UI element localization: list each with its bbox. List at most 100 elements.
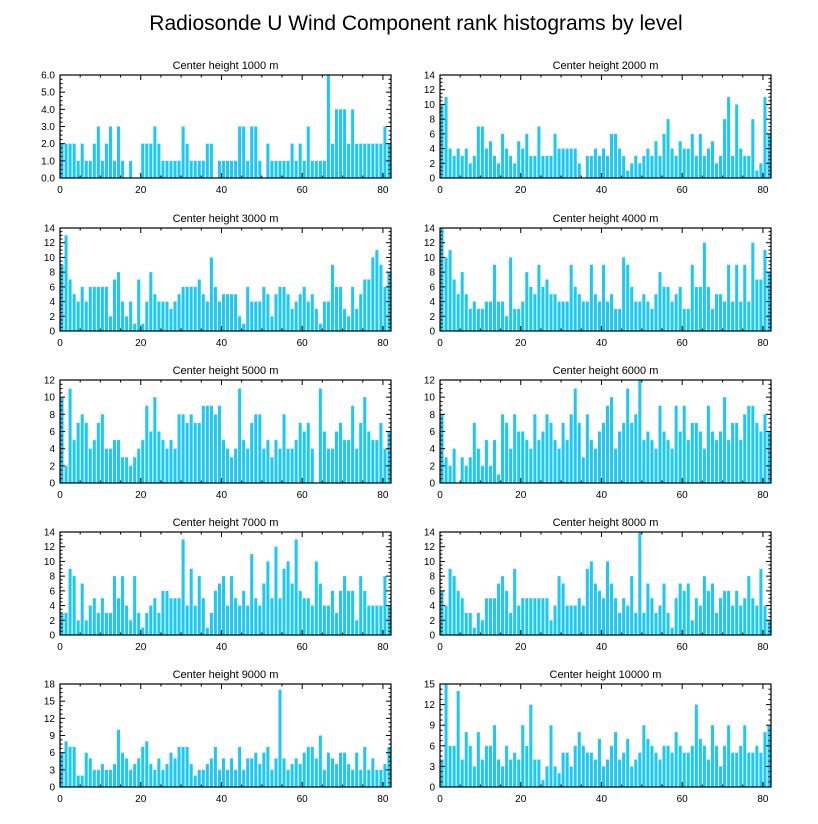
- bar: [702, 448, 706, 483]
- bar: [197, 576, 201, 635]
- bar: [472, 301, 476, 331]
- x-tick-label: 80: [377, 185, 389, 196]
- bar: [383, 764, 387, 787]
- bar: [250, 758, 254, 787]
- bar: [84, 620, 88, 635]
- bar: [209, 405, 213, 483]
- bar: [96, 612, 100, 635]
- y-tick-label: 2: [429, 312, 435, 323]
- bar: [125, 605, 129, 635]
- bar: [626, 605, 630, 635]
- bar: [278, 160, 282, 178]
- bar: [157, 431, 161, 483]
- bar: [517, 605, 521, 635]
- bar: [654, 448, 658, 483]
- bar: [666, 612, 670, 635]
- bar: [383, 286, 387, 331]
- bar: [698, 431, 702, 483]
- bar: [302, 598, 306, 635]
- bar: [100, 160, 104, 178]
- bar: [448, 148, 452, 178]
- bar: [367, 605, 371, 635]
- y-tick-label: 4: [49, 297, 55, 308]
- bar: [68, 568, 72, 635]
- bar: [286, 448, 290, 483]
- bar: [262, 286, 266, 331]
- bar: [513, 414, 517, 483]
- bar: [371, 605, 375, 635]
- bar: [541, 155, 545, 178]
- bar: [108, 612, 112, 635]
- bar: [492, 264, 497, 331]
- bar: [351, 590, 355, 635]
- y-tick-label: 10: [424, 253, 436, 264]
- bar: [694, 704, 698, 787]
- bar: [173, 598, 177, 635]
- bar: [238, 126, 242, 178]
- bar: [343, 440, 347, 483]
- bar: [714, 440, 719, 483]
- bar: [68, 279, 72, 331]
- bar: [702, 576, 706, 635]
- bar: [213, 746, 217, 787]
- bar: [727, 97, 731, 178]
- bar: [226, 160, 230, 178]
- bar: [129, 769, 133, 787]
- panel-title: Center height 2000 m: [553, 60, 659, 72]
- bar: [217, 160, 221, 178]
- bar: [197, 279, 201, 331]
- bar: [593, 148, 597, 178]
- y-tick-label: 2: [49, 312, 55, 323]
- bar: [719, 431, 723, 483]
- bar: [201, 294, 205, 331]
- bar: [529, 704, 533, 787]
- bar: [234, 598, 238, 635]
- bar: [690, 422, 694, 483]
- histogram-panel-1: Center height 1000 m 0.0 1.0 2.0 3.0 4.0 5.0 6.…: [41, 60, 392, 196]
- bar: [339, 422, 343, 483]
- bar: [759, 279, 763, 331]
- bar: [80, 775, 84, 787]
- bar: [702, 242, 706, 331]
- bar: [533, 759, 537, 787]
- bar: [557, 148, 561, 178]
- bar: [686, 308, 690, 331]
- bar: [723, 397, 727, 483]
- bar: [334, 612, 339, 635]
- bar: [614, 133, 618, 178]
- bar: [355, 308, 359, 331]
- x-tick-label: 60: [297, 794, 309, 805]
- y-tick-label: 6: [429, 129, 435, 140]
- bar: [714, 163, 719, 178]
- bar: [497, 163, 501, 178]
- bar: [294, 758, 298, 787]
- bar: [448, 745, 452, 787]
- bar: [359, 143, 363, 178]
- y-tick-label: 1.0: [41, 156, 55, 167]
- bar: [104, 286, 108, 331]
- bar: [509, 759, 513, 787]
- bar: [153, 598, 157, 635]
- bar: [246, 448, 250, 483]
- bar: [121, 457, 125, 483]
- bar: [444, 257, 448, 331]
- x-tick-label: 0: [57, 185, 63, 196]
- x-tick-label: 40: [216, 642, 228, 653]
- bar: [670, 752, 674, 787]
- bar: [189, 160, 193, 178]
- bar: [706, 286, 710, 331]
- bar: [537, 126, 541, 178]
- bar: [545, 766, 549, 787]
- bar: [270, 160, 274, 178]
- bar: [201, 769, 205, 787]
- bar: [262, 752, 266, 787]
- bar: [294, 440, 298, 483]
- y-tick-label: 12: [424, 85, 436, 96]
- bar: [100, 764, 104, 787]
- bar: [646, 148, 650, 178]
- bar: [278, 689, 282, 787]
- bar: [541, 431, 545, 483]
- bar: [133, 323, 137, 331]
- bar: [690, 745, 694, 787]
